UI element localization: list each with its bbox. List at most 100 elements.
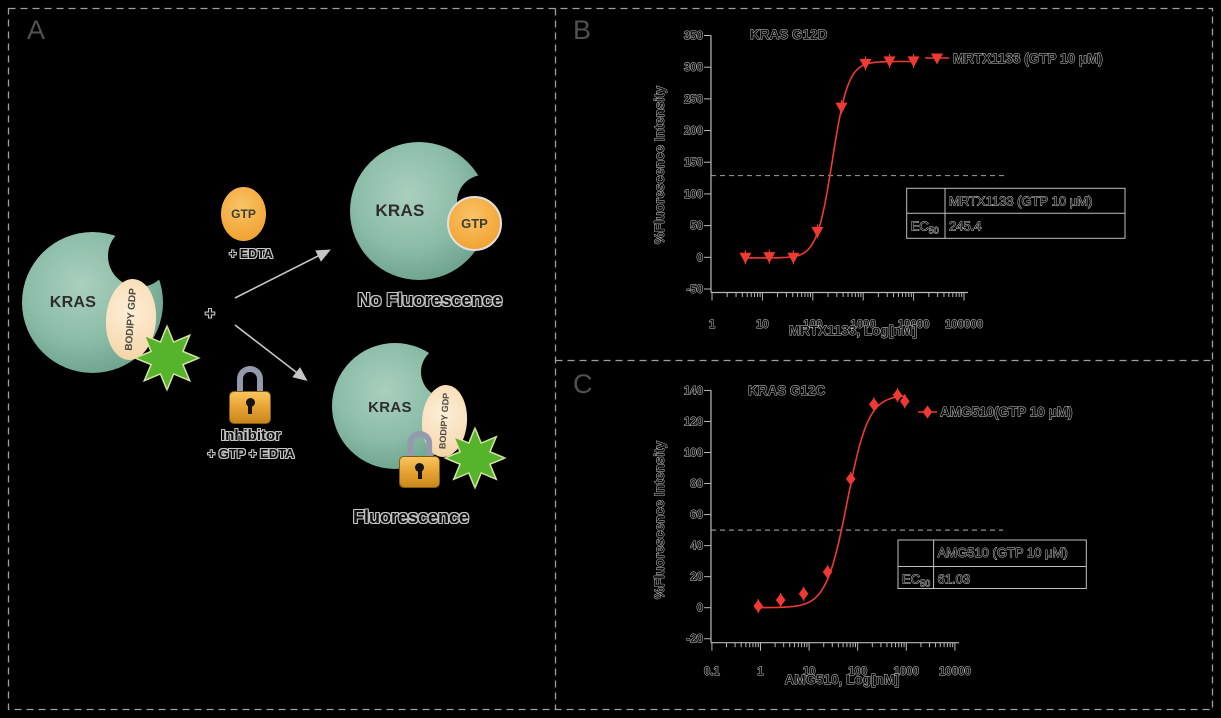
y-tick-label: 120 (684, 416, 703, 428)
gtp-label: GTP (231, 207, 256, 221)
edta-note: + EDTA (229, 247, 273, 261)
data-marker (787, 252, 800, 264)
lock-shackle (406, 431, 433, 458)
y-tick-label: -50 (686, 284, 703, 296)
y-tick-label: 300 (684, 62, 703, 74)
panel-b-chart: -50 0 50 100 150 200 250 300 350 1 10 100 1000 10000 1… (652, 27, 1126, 338)
kras-label: KRAS (375, 201, 425, 220)
x-axis-label: MRTX1133, Log[nM] (789, 323, 917, 338)
data-marker (845, 472, 856, 486)
inhibitor-lock-icon (229, 366, 271, 424)
data-marker (739, 252, 752, 264)
table-header-cell: MRTX1133 (GTP 10 μM) (949, 193, 1092, 208)
data-marker (892, 388, 903, 402)
x-tick-label: 100 (848, 666, 867, 678)
no-fluorescence-label: No Fluorescence (357, 290, 503, 310)
y-tick-label: 60 (690, 510, 703, 522)
panel-c-letter: C (573, 369, 593, 399)
outer-dashed-border (7, 7, 1214, 711)
data-marker (753, 599, 764, 613)
data-marker (931, 53, 943, 65)
fluorophore-star-icon (447, 430, 503, 486)
data-marker (835, 102, 848, 114)
x-tick-label: 1 (709, 319, 716, 331)
x-tick-label: 1 (757, 666, 764, 678)
y-tick-label: 350 (684, 31, 703, 43)
legend-label: AMG510(GTP 10 μM) (940, 405, 1073, 420)
lock-keyhole (415, 462, 424, 472)
x-tick-label: 1000 (850, 319, 876, 331)
x-tick-label: 10000 (898, 319, 930, 331)
table-ec50-value: 245.4 (949, 218, 982, 233)
lock-keyhole (245, 397, 255, 407)
y-tick-label: 0 (697, 603, 703, 615)
data-marker (763, 252, 776, 264)
data-marker (822, 565, 833, 579)
data-marker (922, 405, 933, 419)
plus-sign: + (205, 304, 215, 323)
chart-title: KRAS G12C (748, 383, 826, 398)
x-tick-label: 10 (803, 666, 816, 678)
y-tick-label: 140 (684, 385, 703, 397)
reaction-arrows (234, 249, 331, 381)
bound-gtp-circle: GTP (447, 196, 502, 251)
chart-title: KRAS G12D (750, 27, 828, 42)
gtp-label: GTP (461, 216, 488, 231)
arrow-up-icon (234, 249, 331, 299)
y-tick-label: 80 (690, 479, 703, 491)
kras-pocket-notch (108, 225, 170, 287)
table-header-cell: AMG510 (GTP 10 μM) (938, 545, 1068, 560)
y-tick-label: 150 (684, 157, 703, 169)
kras-label: KRAS (49, 294, 97, 311)
y-tick-label: 40 (690, 541, 703, 553)
table-ec50-label: EC50 (911, 218, 939, 235)
inhibitor-note: + GTP + EDTA (207, 446, 295, 461)
y-tick-label: 50 (690, 221, 703, 233)
table-ec50-value: 61.03 (938, 572, 971, 587)
x-tick-label: 100 (803, 319, 822, 331)
table-ec50-label: EC50 (902, 572, 930, 589)
ec50-table (897, 539, 1087, 589)
lock-body (229, 390, 271, 424)
dose-response-curve (743, 60, 916, 259)
data-marker (811, 226, 824, 238)
bound-inhibitor-lock-icon (399, 431, 440, 488)
data-marker (883, 56, 896, 68)
panel-b-letter: B (573, 15, 592, 45)
y-tick-label: 200 (684, 126, 703, 138)
fluorescence-label: Fluorescence (352, 507, 470, 527)
y-tick-label: 100 (684, 189, 703, 201)
lock-shackle (236, 366, 264, 393)
x-tick-label: 10 (756, 319, 769, 331)
fluorophore-star-icon (137, 328, 197, 388)
y-tick-label: 250 (684, 94, 703, 106)
kras-label: KRAS (368, 399, 412, 416)
data-marker (798, 587, 809, 601)
x-tick-label: 100000 (945, 319, 983, 331)
x-tick-label: 10000 (939, 666, 971, 678)
data-marker (899, 394, 910, 408)
data-marker (907, 56, 920, 68)
x-tick-label: 0.1 (704, 666, 721, 678)
y-tick-label: -20 (686, 634, 703, 646)
y-axis-label: %Fluorescence Intensity (652, 85, 667, 244)
y-tick-label: 20 (690, 572, 703, 584)
dose-response-curve (756, 395, 906, 609)
x-axis-label: AMG510, Log[nM] (785, 672, 900, 687)
legend-label: MRTX1133 (GTP 10 μM) (953, 51, 1103, 66)
inhibitor-label: Inhibitor (221, 427, 281, 444)
x-tick-label: 1000 (894, 666, 920, 678)
gtp-molecule-circle: GTP (221, 187, 266, 241)
data-marker (859, 58, 872, 70)
panel-a-letter: A (27, 15, 46, 45)
arrow-down-icon (234, 324, 308, 381)
y-tick-label: 100 (684, 448, 703, 460)
panel-c-chart: -20 0 20 40 60 80 100 120 140 0.1 1 10 100 1000 10000 K… (652, 383, 1087, 687)
data-marker (775, 593, 786, 607)
lock-body (399, 455, 440, 488)
data-marker (869, 397, 879, 411)
y-tick-label: 0 (697, 252, 703, 264)
y-axis-label: %Fluorescence Intensity (652, 440, 667, 599)
